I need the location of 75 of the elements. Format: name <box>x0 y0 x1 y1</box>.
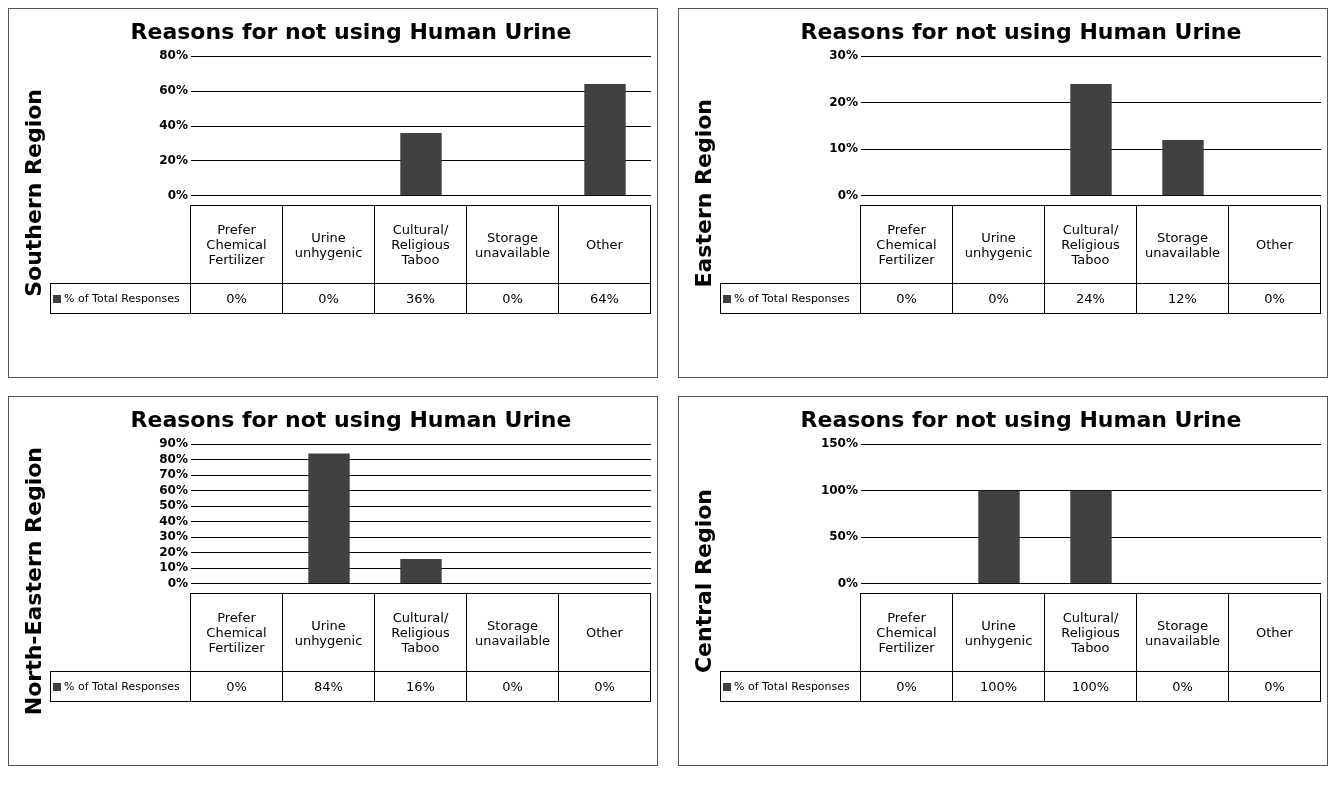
x-tick-label: Storage unavailable <box>1136 205 1229 284</box>
x-tick-label: Prefer Chemical Fertilizer <box>190 593 283 672</box>
x-tick-label: Urine unhygenic <box>282 593 375 672</box>
data-label: 0% <box>860 671 953 702</box>
data-label: 0% <box>190 671 283 702</box>
y-tick-label: 80% <box>159 48 188 63</box>
data-label: 0% <box>1228 671 1321 702</box>
y-axis-title: North-Eastern Region <box>20 446 46 716</box>
x-tick-label: Cultural/ Religious Taboo <box>374 593 467 672</box>
data-label: 16% <box>374 671 467 702</box>
y-tick-label: 20% <box>159 544 188 559</box>
y-tick-label: 10% <box>829 141 858 156</box>
y-tick-label: 50% <box>159 498 188 513</box>
data-label: 0% <box>466 283 559 314</box>
legend-label: % of Total Responses <box>50 283 191 314</box>
x-tick-label: Urine unhygenic <box>952 205 1045 284</box>
y-tick-label: 30% <box>829 48 858 63</box>
data-label: 0% <box>1136 671 1229 702</box>
x-tick-label: Urine unhygenic <box>282 205 375 284</box>
chart-title: Reasons for not using Human Urine <box>799 407 1243 432</box>
x-tick-label: Storage unavailable <box>466 593 559 672</box>
y-axis-title: Southern Region <box>20 89 46 297</box>
y-tick-label: 60% <box>159 482 188 497</box>
y-tick-label: 90% <box>159 436 188 451</box>
y-tick-label: 0% <box>837 575 858 590</box>
x-tick-label: Storage unavailable <box>466 205 559 284</box>
x-tick-label: Prefer Chemical Fertilizer <box>860 593 953 672</box>
data-label: 100% <box>952 671 1045 702</box>
y-axis-title: Central Region <box>690 488 716 674</box>
y-tick-label: 80% <box>159 451 188 466</box>
x-tick-label: Other <box>558 593 651 672</box>
x-tick-label: Storage unavailable <box>1136 593 1229 672</box>
y-tick-label: 0% <box>167 575 188 590</box>
chart-title: Reasons for not using Human Urine <box>129 407 573 432</box>
y-tick-label: 20% <box>159 153 188 168</box>
legend-label: % of Total Responses <box>720 671 861 702</box>
y-tick-label: 100% <box>820 482 858 497</box>
legend-label: % of Total Responses <box>50 671 191 702</box>
y-tick-label: 10% <box>159 560 188 575</box>
x-tick-label: Cultural/ Religious Taboo <box>1044 205 1137 284</box>
y-tick-label: 70% <box>159 467 188 482</box>
y-tick-label: 0% <box>837 187 858 202</box>
data-label: 64% <box>558 283 651 314</box>
x-tick-label: Prefer Chemical Fertilizer <box>190 205 283 284</box>
x-tick-label: Other <box>1228 205 1321 284</box>
x-tick-label: Cultural/ Religious Taboo <box>1044 593 1137 672</box>
x-tick-label: Other <box>1228 593 1321 672</box>
x-tick-label: Other <box>558 205 651 284</box>
data-label: 0% <box>1228 283 1321 314</box>
data-label: 0% <box>558 671 651 702</box>
y-tick-label: 30% <box>159 529 188 544</box>
y-tick-label: 150% <box>820 436 858 451</box>
legend-label: % of Total Responses <box>720 283 861 314</box>
data-label: 24% <box>1044 283 1137 314</box>
chart-title: Reasons for not using Human Urine <box>129 19 573 44</box>
y-tick-label: 40% <box>159 118 188 133</box>
data-label: 0% <box>860 283 953 314</box>
data-label: 0% <box>190 283 283 314</box>
data-label: 0% <box>282 283 375 314</box>
data-label: 0% <box>952 283 1045 314</box>
data-label: 84% <box>282 671 375 702</box>
data-label: 100% <box>1044 671 1137 702</box>
data-label: 12% <box>1136 283 1229 314</box>
x-tick-label: Urine unhygenic <box>952 593 1045 672</box>
chart-title: Reasons for not using Human Urine <box>799 19 1243 44</box>
y-tick-label: 0% <box>167 187 188 202</box>
x-tick-label: Prefer Chemical Fertilizer <box>860 205 953 284</box>
y-tick-label: 50% <box>829 529 858 544</box>
data-label: 0% <box>466 671 559 702</box>
data-label: 36% <box>374 283 467 314</box>
y-tick-label: 40% <box>159 513 188 528</box>
x-tick-label: Cultural/ Religious Taboo <box>374 205 467 284</box>
y-tick-label: 20% <box>829 94 858 109</box>
y-axis-title: Eastern Region <box>690 98 716 288</box>
y-tick-label: 60% <box>159 83 188 98</box>
